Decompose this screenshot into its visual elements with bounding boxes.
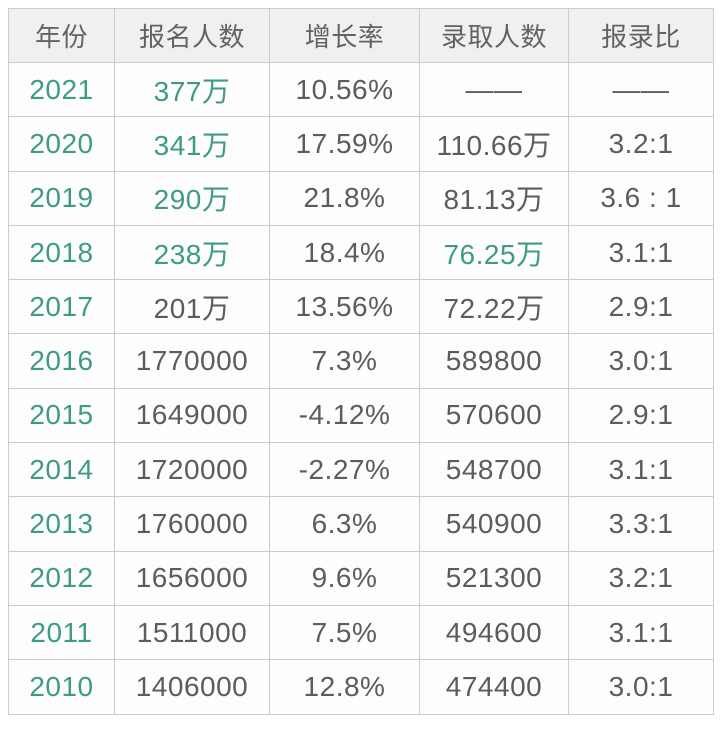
year-cell: 2015: [8, 387, 115, 444]
table-row: 2012 1656000 9.6% 521300 3.2:1: [8, 550, 714, 606]
applicants-cell: 1649000: [114, 387, 270, 444]
growth-cell: 12.8%: [269, 659, 420, 715]
year-cell: 2011: [8, 604, 115, 661]
year-cell: 2013: [8, 496, 115, 552]
ratio-cell: 2.9:1: [568, 387, 714, 444]
table-body: 2021 377万 10.56% —— —— 2020 341万 17.59% …: [8, 61, 714, 715]
table-row: 2021 377万 10.56% —— ——: [8, 61, 714, 118]
ratio-cell: 3.2:1: [568, 550, 714, 606]
year-cell: 2018: [8, 224, 115, 281]
growth-cell: 6.3%: [269, 496, 420, 552]
admitted-cell: ——: [419, 61, 569, 118]
year-cell: 2016: [8, 333, 115, 389]
growth-cell: -2.27%: [269, 442, 420, 498]
applicants-cell: 201万: [114, 279, 270, 335]
admitted-cell: 589800: [419, 333, 569, 389]
applicants-cell: 290万: [114, 170, 270, 226]
column-header-applicants: 报名人数: [114, 8, 270, 63]
table-row: 2013 1760000 6.3% 540900 3.3:1: [8, 496, 714, 552]
table-row: 2018 238万 18.4% 76.25万 3.1:1: [8, 224, 714, 281]
applicants-cell: 1406000: [114, 659, 270, 715]
table-row: 2016 1770000 7.3% 589800 3.0:1: [8, 333, 714, 389]
ratio-cell: ——: [568, 61, 714, 118]
table-row: 2020 341万 17.59% 110.66万 3.2:1: [8, 116, 714, 172]
ratio-cell: 3.0:1: [568, 333, 714, 389]
applicants-cell: 1656000: [114, 550, 270, 606]
admitted-cell: 570600: [419, 387, 569, 444]
ratio-cell: 3.1:1: [568, 442, 714, 498]
growth-cell: 7.3%: [269, 333, 420, 389]
admitted-cell: 521300: [419, 550, 569, 606]
table-row: 2015 1649000 -4.12% 570600 2.9:1: [8, 387, 714, 444]
ratio-cell: 3.1:1: [568, 604, 714, 661]
column-header-year: 年份: [8, 8, 115, 63]
applicants-cell: 341万: [114, 116, 270, 172]
table-row: 2010 1406000 12.8% 474400 3.0:1: [8, 659, 714, 715]
admitted-cell: 110.66万: [419, 116, 569, 172]
table-header: 年份 报名人数 增长率 录取人数 报录比: [8, 8, 714, 63]
header-row: 年份 报名人数 增长率 录取人数 报录比: [8, 8, 714, 63]
table-row: 2019 290万 21.8% 81.13万 3.6 : 1: [8, 170, 714, 226]
table-row: 2011 1511000 7.5% 494600 3.1:1: [8, 604, 714, 661]
growth-cell: 9.6%: [269, 550, 420, 606]
growth-cell: 18.4%: [269, 224, 420, 281]
admitted-cell: 548700: [419, 442, 569, 498]
column-header-admitted: 录取人数: [419, 8, 569, 63]
admitted-cell: 81.13万: [419, 170, 569, 226]
admitted-cell: 540900: [419, 496, 569, 552]
ratio-cell: 3.2:1: [568, 116, 714, 172]
applicants-cell: 377万: [114, 61, 270, 118]
ratio-cell: 3.6 : 1: [568, 170, 714, 226]
table-row: 2017 201万 13.56% 72.22万 2.9:1: [8, 279, 714, 335]
year-cell: 2014: [8, 442, 115, 498]
applicants-cell: 1720000: [114, 442, 270, 498]
admitted-cell: 76.25万: [419, 224, 569, 281]
admitted-cell: 494600: [419, 604, 569, 661]
year-cell: 2020: [8, 116, 115, 172]
year-cell: 2012: [8, 550, 115, 606]
growth-cell: 13.56%: [269, 279, 420, 335]
growth-cell: 7.5%: [269, 604, 420, 661]
applicants-cell: 1511000: [114, 604, 270, 661]
ratio-cell: 3.0:1: [568, 659, 714, 715]
exam-stats-table: 年份 报名人数 增长率 录取人数 报录比 2021 377万 10.56% ——…: [8, 8, 714, 715]
applicants-cell: 238万: [114, 224, 270, 281]
table-row: 2014 1720000 -2.27% 548700 3.1:1: [8, 442, 714, 498]
applicants-cell: 1760000: [114, 496, 270, 552]
ratio-cell: 3.1:1: [568, 224, 714, 281]
growth-cell: 10.56%: [269, 61, 420, 118]
year-cell: 2010: [8, 659, 115, 715]
growth-cell: -4.12%: [269, 387, 420, 444]
ratio-cell: 3.3:1: [568, 496, 714, 552]
year-cell: 2021: [8, 61, 115, 118]
ratio-cell: 2.9:1: [568, 279, 714, 335]
growth-cell: 17.59%: [269, 116, 420, 172]
column-header-ratio: 报录比: [568, 8, 714, 63]
column-header-growth: 增长率: [269, 8, 420, 63]
growth-cell: 21.8%: [269, 170, 420, 226]
applicants-cell: 1770000: [114, 333, 270, 389]
admitted-cell: 72.22万: [419, 279, 569, 335]
year-cell: 2017: [8, 279, 115, 335]
admitted-cell: 474400: [419, 659, 569, 715]
year-cell: 2019: [8, 170, 115, 226]
